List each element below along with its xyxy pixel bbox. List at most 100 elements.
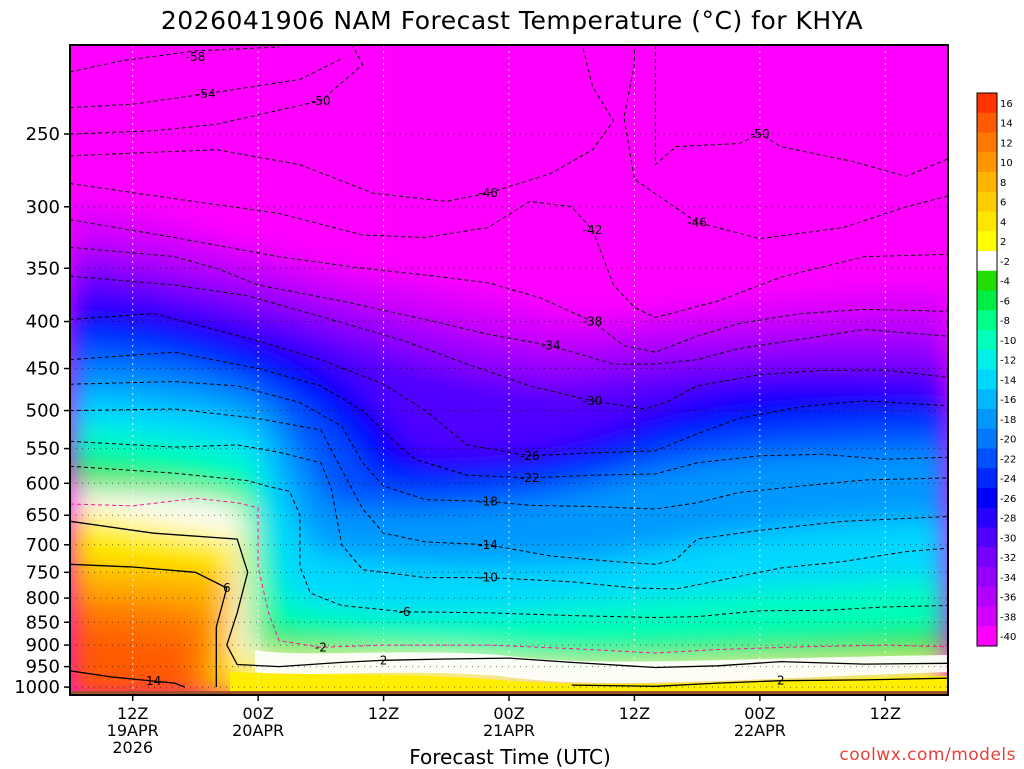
- y-tick-label: 350: [26, 258, 60, 279]
- isotherm-label: -54: [196, 87, 216, 101]
- isotherm-label: 14: [146, 674, 161, 688]
- isotherm-minus-14: [70, 408, 948, 565]
- credit-text: coolwx.com/models: [839, 745, 1016, 765]
- colorbar-frame: [976, 92, 998, 647]
- isotherm-minus-42: [70, 183, 948, 319]
- y-tick-label: 600: [26, 473, 60, 494]
- colorbar-label: 16: [1000, 99, 1013, 110]
- isotherm-minus-46: [623, 45, 948, 240]
- colorbar-label: -10: [1000, 336, 1016, 347]
- isotherm-label: -6: [398, 605, 410, 619]
- colorbar-label: 14: [1000, 119, 1013, 130]
- isotherm-label: -22: [520, 471, 540, 485]
- colorbar-swatch: [977, 330, 997, 351]
- colorbar-label: 4: [1000, 217, 1006, 228]
- colorbar-swatch: [977, 290, 997, 311]
- colorbar-swatch: [977, 507, 997, 528]
- isotherm-minus-34: [70, 246, 948, 365]
- isotherm-minus-54: [70, 58, 343, 109]
- colorbar-label: 6: [1000, 198, 1006, 209]
- y-tick-label: 750: [26, 562, 60, 583]
- isotherm-label: -46: [687, 215, 707, 229]
- isotherm-label: -50: [750, 127, 770, 141]
- isotherm-label: 2: [380, 653, 388, 667]
- y-tick-label: 300: [26, 197, 60, 218]
- isotherm-label: -38: [583, 315, 603, 329]
- y-tick-label: 700: [26, 535, 60, 556]
- x-tick-label: 12Z: [117, 704, 148, 723]
- isotherm-6: [70, 563, 228, 688]
- isotherm-label: -58: [186, 50, 206, 64]
- colorbar-label: -40: [1000, 632, 1016, 643]
- y-tick-label: 450: [26, 359, 60, 380]
- colorbar-swatch: [977, 626, 997, 647]
- isotherm-label: -34: [541, 339, 561, 353]
- colorbar-swatch: [977, 152, 997, 173]
- isotherm-label: -30: [583, 394, 603, 408]
- isotherm-minus-6: [70, 465, 948, 619]
- colorbar-swatch: [977, 586, 997, 607]
- isotherm-label: -46: [478, 186, 498, 200]
- x-tick-label: 20APR: [232, 721, 284, 740]
- colorbar-label: -14: [1000, 375, 1016, 386]
- colorbar-label: -6: [1000, 296, 1010, 307]
- isotherm-label: 6: [223, 581, 231, 595]
- colorbar-swatch: [977, 448, 997, 469]
- x-tick-label: 21APR: [483, 721, 535, 740]
- colorbar-swatch: [977, 349, 997, 370]
- isotherm-minus-26: [70, 312, 948, 457]
- isotherm-minus-58: [70, 46, 280, 73]
- isotherm-label: -14: [478, 538, 498, 552]
- colorbar-swatch: [977, 389, 997, 410]
- x-tick-label: 00Z: [744, 704, 775, 723]
- colorbar-swatch: [977, 567, 997, 588]
- colorbar-swatch: [977, 409, 997, 430]
- isotherm-minus-46: [70, 45, 615, 202]
- isotherm-minus-38: [70, 219, 948, 353]
- y-tick-label: 950: [26, 657, 60, 678]
- y-tick-label: 1000: [14, 677, 60, 698]
- y-tick-label: 900: [26, 635, 60, 656]
- colorbar-swatch: [977, 547, 997, 568]
- temperature-field: [70, 45, 948, 695]
- colorbar-label: 2: [1000, 237, 1006, 248]
- x-tick-label: 2026: [112, 738, 153, 757]
- isotherm-label: -10: [478, 571, 498, 585]
- colorbar-label: -22: [1000, 454, 1016, 465]
- colorbar-label: -2: [1000, 257, 1010, 268]
- colorbar-swatch: [977, 270, 997, 291]
- colorbar-label: -30: [1000, 533, 1016, 544]
- colorbar-swatch: [977, 310, 997, 331]
- x-tick-label: 22APR: [734, 721, 786, 740]
- colorbar-swatch: [977, 369, 997, 390]
- colorbar-label: 10: [1000, 158, 1013, 169]
- colorbar-swatch: [977, 428, 997, 449]
- colorbar-swatch: [977, 606, 997, 627]
- x-tick-label: 12Z: [619, 704, 650, 723]
- colorbar-swatch: [977, 132, 997, 153]
- isotherm-label: 2: [777, 674, 785, 688]
- isotherm-14: [70, 670, 186, 688]
- colorbar-label: -18: [1000, 415, 1016, 426]
- isotherm-minus-10: [70, 440, 948, 590]
- isotherm-label: -42: [583, 223, 603, 237]
- ground-band: [70, 691, 948, 695]
- colorbar-label: -28: [1000, 514, 1016, 525]
- x-tick-label: 19APR: [107, 721, 159, 740]
- y-tick-label: 500: [26, 401, 60, 422]
- colorbar: 16 14 12 10 8 6 4 2 -2 -4 -6 -8 -10 -12 -14 -16 -18 -20 -2…: [976, 92, 1016, 647]
- colorbar-swatch: [977, 112, 997, 133]
- isotherm-label: -18: [478, 494, 498, 508]
- y-tick-label: 400: [26, 312, 60, 333]
- isotherm-label: -50: [311, 94, 331, 108]
- chart-title: 2026041906 NAM Forecast Temperature (°C)…: [160, 6, 864, 35]
- colorbar-swatch: [977, 251, 997, 272]
- colorbar-label: -16: [1000, 395, 1016, 406]
- colorbar-label: -36: [1000, 593, 1016, 604]
- colorbar-swatch: [977, 488, 997, 509]
- colorbar-label: 8: [1000, 178, 1006, 189]
- colorbar-swatch: [977, 468, 997, 489]
- colorbar-label: -20: [1000, 435, 1016, 446]
